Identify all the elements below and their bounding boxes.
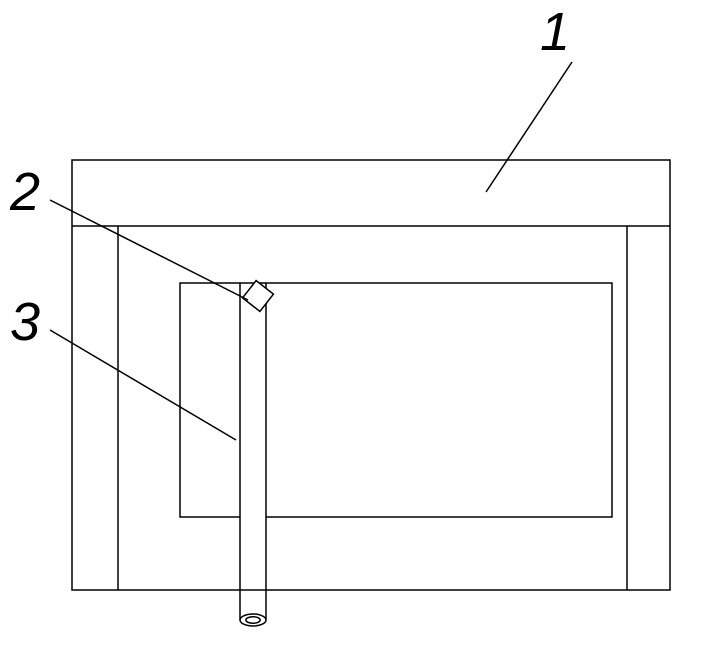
inner-rect — [180, 283, 612, 517]
label-3: 3 — [10, 292, 40, 352]
vertical-tube — [240, 283, 266, 626]
valve-diamond — [243, 281, 274, 312]
labels: 1 2 3 — [9, 2, 570, 352]
outer-rect — [72, 160, 670, 590]
label-1: 1 — [540, 2, 570, 62]
leader-lines — [50, 62, 572, 440]
label-2: 2 — [9, 162, 40, 222]
